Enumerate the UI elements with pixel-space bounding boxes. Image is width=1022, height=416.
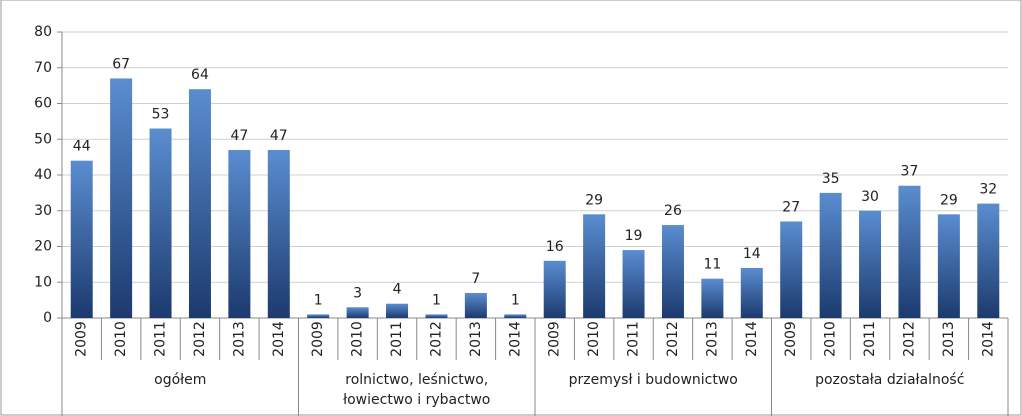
x-tick-label: 2014 [271,321,287,357]
x-tick-label: 2009 [310,321,326,357]
value-label: 32 [979,182,997,198]
bar [70,160,93,318]
y-tick-label: 20 [34,239,52,255]
x-tick-label: 2011 [389,321,405,357]
bar [701,278,724,318]
value-label: 53 [152,107,170,123]
x-tick-label: 2010 [823,321,839,357]
y-tick-label: 50 [34,131,52,147]
value-label: 1 [432,292,441,308]
y-tick-label: 70 [34,60,52,76]
bar [149,128,172,318]
x-tick-label: 2010 [350,321,366,357]
bar [898,185,921,318]
value-label: 64 [191,67,209,83]
value-label: 11 [703,257,721,273]
x-tick-label: 2012 [665,321,681,357]
x-tick-label: 2011 [153,321,169,357]
value-label: 1 [314,292,323,308]
x-tick-label: 2013 [941,321,957,357]
value-label: 47 [230,128,248,144]
y-tick-label: 0 [43,310,52,326]
bar [267,149,290,318]
bar [464,292,487,318]
x-tick-label: 2010 [586,321,602,357]
bar [188,89,211,318]
x-tick-label: 2011 [626,321,642,357]
x-tick-label: 2014 [980,321,996,357]
x-tick-label: 2009 [783,321,799,357]
x-tick-label: 2012 [901,321,917,357]
bar [386,303,409,318]
bar [977,203,1000,318]
y-tick-label: 80 [34,24,52,40]
value-label: 47 [270,128,288,144]
y-tick-label: 10 [34,274,52,290]
value-label: 44 [73,139,91,155]
bar [110,78,133,318]
value-label: 1 [511,292,520,308]
group-label: pozostała działalność [815,372,965,388]
bar [543,260,566,318]
value-label: 19 [625,228,643,244]
value-label: 16 [546,239,564,255]
value-label: 30 [861,189,879,205]
x-tick-label: 2012 [192,321,208,357]
y-tick-label: 40 [34,167,52,183]
x-tick-label: 2012 [428,321,444,357]
value-label: 14 [743,246,761,262]
value-label: 35 [822,171,840,187]
bar [622,250,645,318]
value-label: 7 [471,271,480,287]
value-label: 67 [112,56,130,72]
bar [819,192,842,318]
bar [425,314,448,318]
bar [583,214,606,318]
bar [859,210,882,318]
y-tick-label: 60 [34,96,52,112]
x-tick-label: 2010 [113,321,129,357]
value-label: 29 [940,192,958,208]
value-label: 3 [353,285,362,301]
group-label: przemysł i budownictwo [568,372,738,388]
bar [661,225,684,318]
y-tick-label: 30 [34,203,52,219]
x-tick-label: 2013 [704,321,720,357]
bar [937,214,960,318]
bar [504,314,527,318]
x-tick-label: 2013 [231,321,247,357]
x-tick-label: 2011 [862,321,878,357]
x-tick-label: 2009 [547,321,563,357]
bar [740,267,763,318]
x-tick-label: 2014 [507,321,523,357]
bar [307,314,330,318]
value-label: 37 [901,164,919,180]
value-label: 29 [585,192,603,208]
value-label: 4 [393,282,402,298]
bar [780,221,803,318]
bar [346,307,369,318]
x-tick-label: 2013 [468,321,484,357]
value-label: 27 [782,199,800,215]
group-label: ogółem [154,372,207,388]
x-tick-label: 2009 [74,321,90,357]
value-label: 26 [664,203,682,219]
x-tick-label: 2014 [744,321,760,357]
bar [228,149,251,318]
group-label: rolnictwo, leśnictwo, łowiectwo i rybact… [343,372,491,408]
